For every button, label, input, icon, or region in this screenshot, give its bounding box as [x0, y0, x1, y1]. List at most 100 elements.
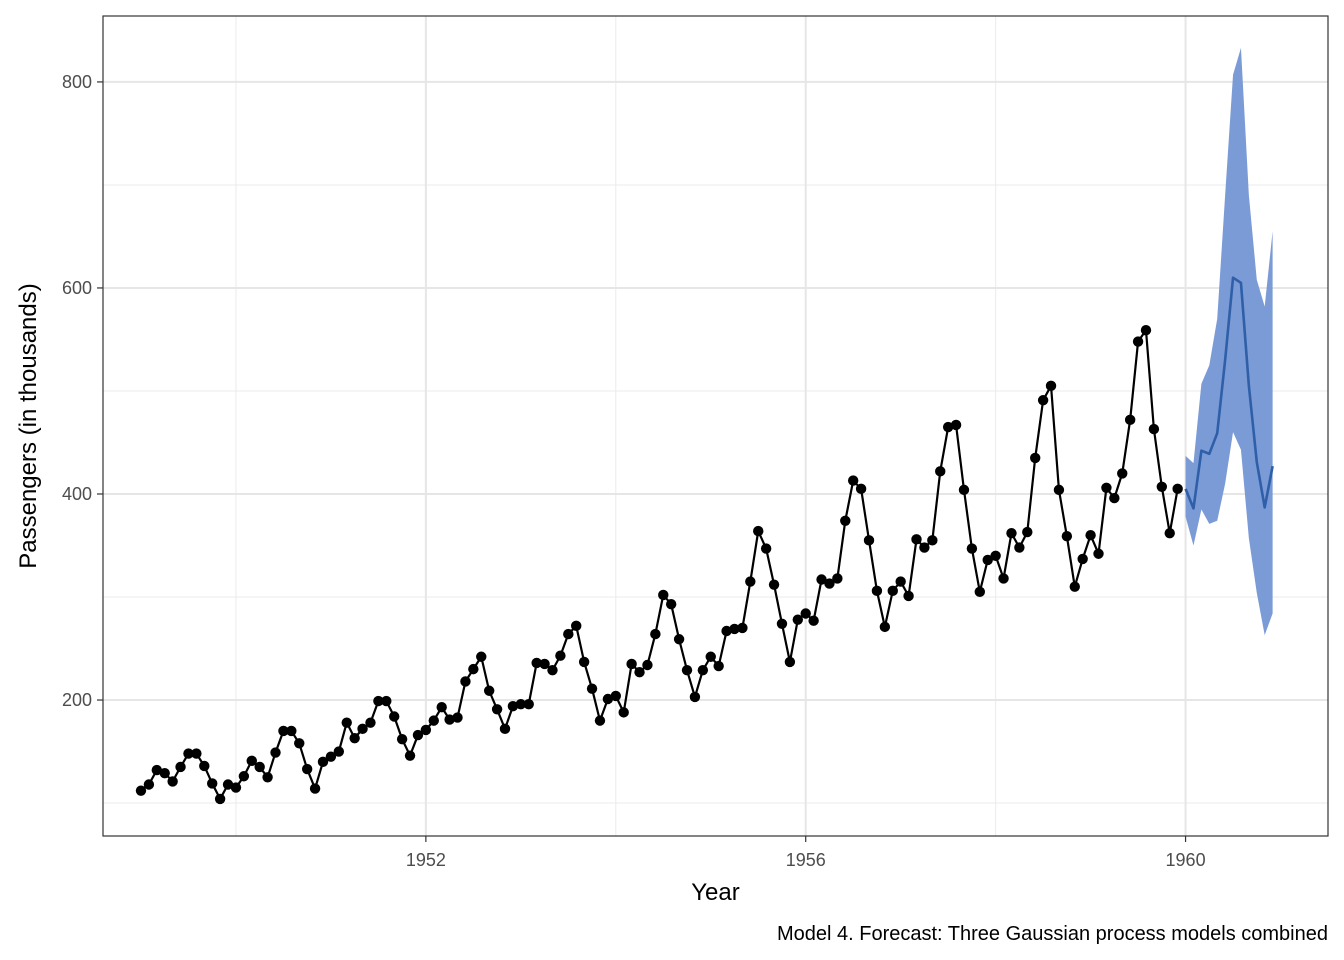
observed-point — [460, 676, 471, 687]
observed-point — [998, 573, 1009, 584]
axis-ticks: 1952 1956 1960 200 400 600 800 — [62, 72, 1206, 870]
observed-point — [745, 576, 756, 587]
observed-point — [1006, 527, 1017, 539]
observed-point — [499, 723, 511, 735]
observed-point — [729, 623, 740, 635]
observed-point — [191, 748, 202, 759]
y-tick-label: 600 — [62, 278, 92, 298]
observed-point — [800, 608, 811, 619]
observed-point — [151, 764, 163, 776]
forecast-interval-band — [1185, 47, 1273, 636]
observed-point — [468, 663, 479, 675]
observed-point — [428, 715, 439, 726]
y-tick-label: 200 — [62, 690, 92, 710]
observed-point — [721, 625, 732, 637]
observed-point — [650, 628, 661, 640]
observed-point — [863, 535, 875, 546]
observed-point — [389, 711, 400, 722]
observed-point — [1085, 530, 1096, 541]
observed-point — [523, 698, 534, 710]
observed-point — [222, 779, 234, 790]
plot-panel-border — [102, 15, 1329, 837]
observed-point — [491, 704, 503, 715]
observed-point — [1014, 542, 1025, 553]
forecast-interval — [1185, 47, 1273, 636]
y-tick-label: 800 — [62, 72, 92, 92]
observed-point — [935, 466, 946, 477]
observed-point — [341, 717, 352, 728]
observed-point — [555, 650, 566, 661]
observed-point — [238, 771, 250, 782]
observed-point — [950, 419, 962, 431]
observed-point — [824, 578, 835, 589]
observed-point — [982, 554, 993, 566]
observed-point — [879, 621, 891, 633]
observed-point — [1061, 531, 1073, 542]
observed-point — [697, 664, 709, 676]
observed-point — [436, 702, 447, 713]
observed-point — [658, 589, 669, 601]
observed-point — [412, 729, 424, 741]
observed-point — [760, 543, 772, 554]
chart-caption: Model 4. Forecast: Three Gaussian proces… — [777, 923, 1328, 945]
observed-point — [610, 690, 621, 702]
observed-point — [990, 550, 1001, 561]
observed-point — [919, 542, 930, 553]
observed-point — [420, 724, 432, 736]
observed-point — [689, 691, 701, 703]
observed-point — [1069, 581, 1080, 592]
observed-point — [515, 698, 527, 710]
observed-point — [476, 651, 487, 662]
observed-point — [365, 717, 376, 728]
major-gridlines — [103, 16, 1328, 836]
observed-point — [594, 715, 606, 726]
observed-point — [262, 772, 273, 783]
observed-point — [317, 756, 329, 768]
x-tick-label: 1956 — [786, 850, 826, 870]
observed-point — [381, 695, 392, 707]
x-axis-title: Year — [691, 879, 740, 906]
observed-point — [903, 590, 914, 602]
observed-point — [768, 579, 780, 590]
observed-point — [602, 693, 614, 705]
observed-point — [270, 747, 281, 758]
observed-point — [167, 776, 178, 787]
observed-point — [159, 767, 170, 779]
observed-point — [1109, 492, 1120, 504]
observed-point — [1156, 481, 1168, 492]
observed-point — [1164, 527, 1175, 539]
observed-point — [974, 586, 986, 598]
observed-point — [737, 622, 748, 634]
observed-point — [230, 782, 242, 793]
observed-point — [563, 628, 574, 640]
observed-point — [1093, 548, 1104, 559]
observed-point — [309, 783, 321, 794]
observed-point — [942, 421, 954, 433]
observed-point — [199, 760, 210, 772]
minor-gridlines — [103, 16, 1328, 836]
observed-point — [1053, 484, 1065, 496]
observed-point — [586, 683, 598, 694]
observed-point — [349, 732, 360, 744]
observed-point — [1030, 452, 1041, 464]
observed-point — [840, 515, 851, 526]
observed-point — [816, 574, 827, 585]
observed-point — [832, 573, 843, 584]
observed-point — [286, 725, 297, 737]
observed-point — [143, 779, 155, 790]
observed-point — [246, 755, 257, 766]
observed-point — [373, 695, 384, 707]
observed-point — [254, 761, 265, 773]
observed-point — [634, 667, 645, 678]
observed-point — [483, 685, 495, 696]
observed-point — [665, 599, 677, 610]
observed-point — [539, 658, 550, 670]
observed-point — [404, 750, 416, 761]
observed-point — [135, 785, 147, 796]
observed-point — [958, 484, 970, 496]
observed-point — [1077, 553, 1088, 565]
observed-point — [713, 660, 724, 672]
observed-point — [776, 618, 788, 629]
observed-point — [1045, 380, 1057, 392]
